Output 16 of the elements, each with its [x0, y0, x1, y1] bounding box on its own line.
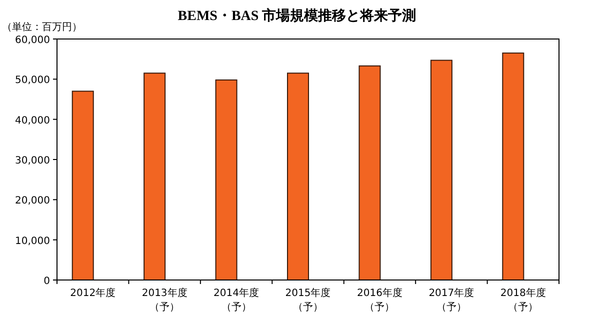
xtick: 2014年度（予） — [214, 288, 259, 313]
title: BEMS・BAS 市場規模推移と将来予測 — [178, 9, 416, 24]
ylabel: （単位：百万円） — [2, 22, 82, 33]
ytick: 40,000 — [15, 115, 50, 126]
xtick: 2017年度（予） — [428, 288, 474, 313]
ytick: 50,000 — [15, 75, 50, 86]
ytick: 0 — [44, 276, 50, 287]
ytick: 20,000 — [15, 196, 50, 207]
ytick: 60,000 — [15, 35, 50, 46]
xtick: 2015年度（予） — [285, 288, 331, 313]
ytick: 30,000 — [15, 156, 50, 166]
ytick: 10,000 — [15, 236, 50, 247]
xtick: 2012年度 — [70, 288, 116, 299]
xtick: 2018年度（予） — [500, 288, 546, 313]
xtick: 2013年度（予） — [142, 288, 188, 313]
xtick: 2016年度（予） — [357, 288, 402, 313]
